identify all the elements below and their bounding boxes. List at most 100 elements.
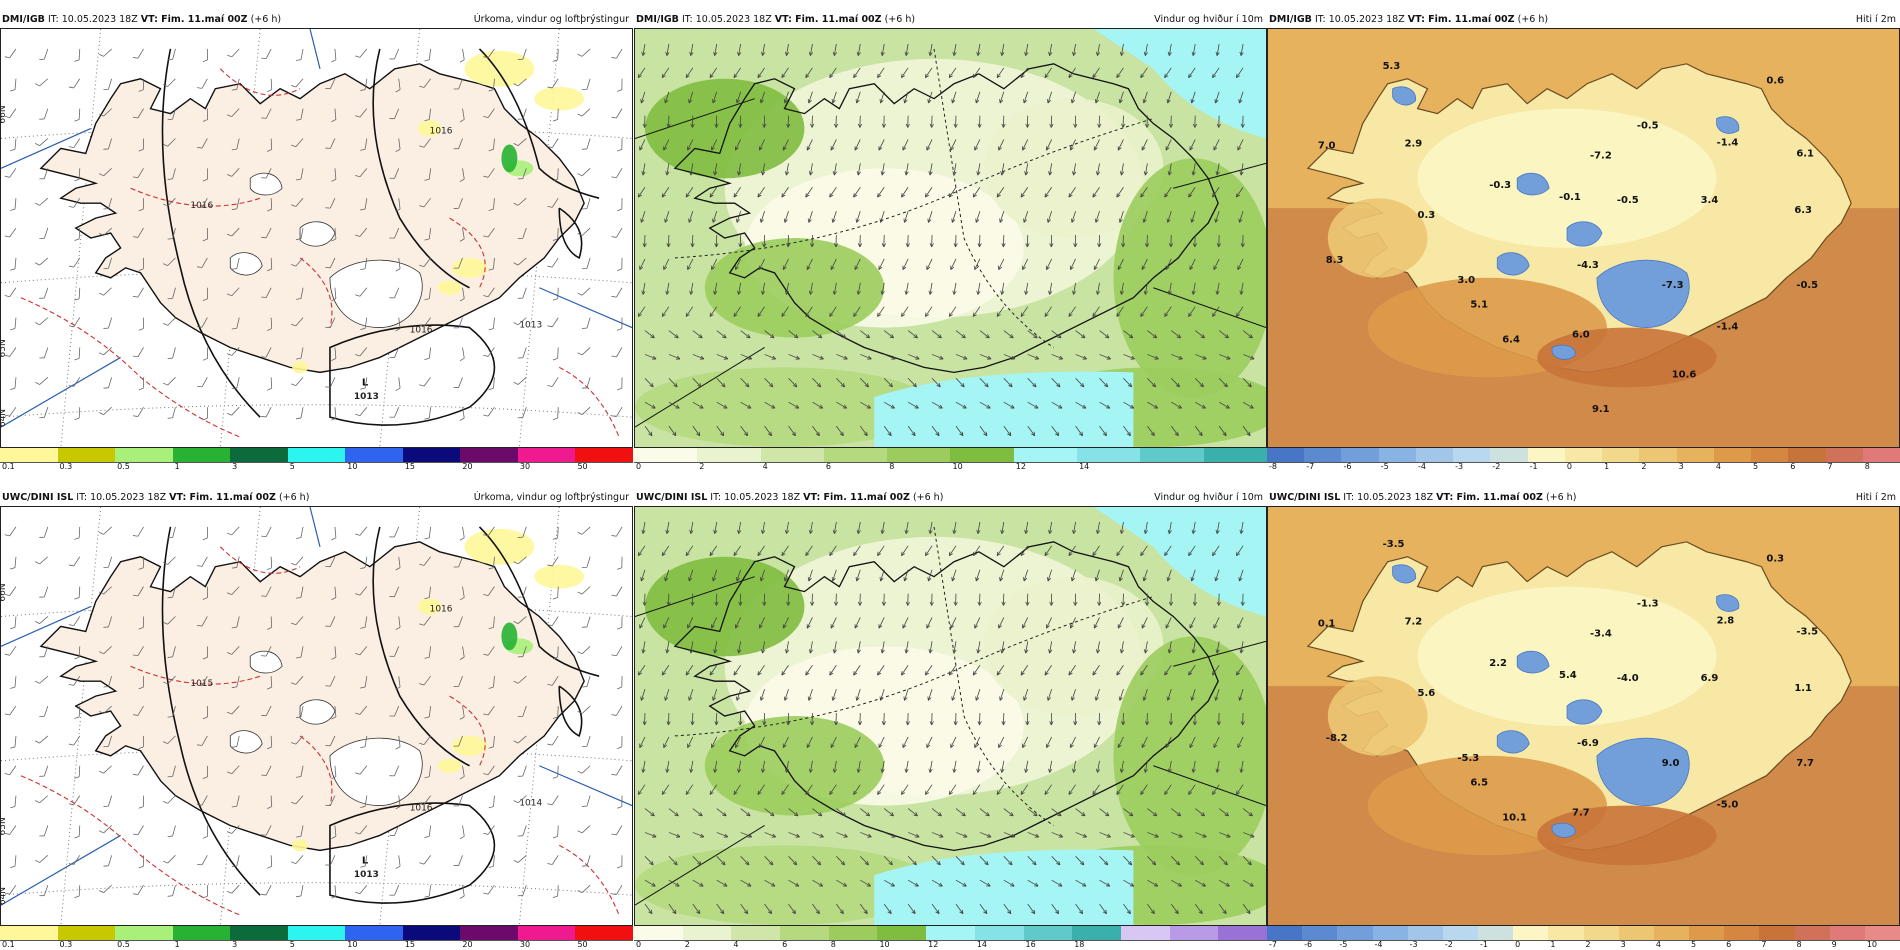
colorbar-ticks: 0 2 4 6 8 10 12 14 xyxy=(634,462,1267,472)
region-boundaries xyxy=(674,526,1154,826)
colorbar-swatch xyxy=(0,448,58,462)
colorbar-ticks: 0.1 0.3 0.5 1 3 5 10 15 20 30 50 xyxy=(0,940,633,950)
colorbar-swatch xyxy=(1378,448,1416,462)
panel-header: UWC/DINI ISL IT: 10.05.2023 18Z VT: Fim.… xyxy=(0,491,633,505)
colorbar-tick-label: 8 xyxy=(830,940,836,949)
colorbar-swatches xyxy=(0,448,634,463)
colorbar-swatch xyxy=(1372,926,1408,940)
gust-region xyxy=(1093,507,1266,617)
colorbar-tick-label: 4 xyxy=(1715,462,1721,471)
panel-uwc-wind: UWC/DINI ISL IT: 10.05.2023 18Z VT: Fim.… xyxy=(634,491,1267,949)
colorbar-swatch xyxy=(1527,448,1565,462)
colorbar-tick-label: 4 xyxy=(762,462,768,471)
latitude-label: 64N xyxy=(1,409,8,427)
latitude-label: 65N xyxy=(1,339,8,357)
colorbar-tick-label: -1 xyxy=(1529,462,1538,471)
colorbar-tick-label: 0.3 xyxy=(59,940,73,949)
temperature-value: 5.3 xyxy=(1383,61,1401,72)
iceland-landmass xyxy=(39,541,585,852)
colorbar-swatch xyxy=(1759,926,1795,940)
cold-region xyxy=(1496,730,1530,754)
map-wind xyxy=(634,506,1267,926)
map-temp: 5.3 7.0 2.9 0.6 -0.5 -1.4 6.1 -7.2 -0.3 -0.1 -0.5 3… xyxy=(1267,28,1900,448)
colorbar-swatch xyxy=(1337,926,1373,940)
map-temp: -3.5 0.1 7.2 0.3 -1.3 2.8 -3.5 -3.4 2.2 5.4 -4.0 6.… xyxy=(1267,506,1900,926)
colorbar-tick-label: -6 xyxy=(1343,462,1352,471)
colorbar-tick-label: 8 xyxy=(889,462,895,471)
isobars xyxy=(161,48,600,426)
model-name: DMI/IGB xyxy=(2,14,45,25)
colorbar-swatch xyxy=(1490,448,1528,462)
colorbar-tick-label: 10 xyxy=(1866,940,1878,949)
cold-region xyxy=(1496,252,1530,276)
colorbar-swatch xyxy=(887,448,951,462)
panel-header-info: DMI/IGB IT: 10.05.2023 18Z VT: Fim. 11.m… xyxy=(2,14,282,25)
colorbar-swatch xyxy=(634,926,683,940)
colorbar-swatch xyxy=(1862,448,1900,462)
valid-time: VT: Fim. 11.maí 00Z xyxy=(1407,14,1515,25)
latitude-label: 65N xyxy=(1,817,8,835)
temperature-value: 7.7 xyxy=(1796,758,1814,769)
colorbar-tick-label: 7 xyxy=(1827,462,1833,471)
colorbar-swatches xyxy=(634,926,1267,941)
temperature-field xyxy=(1327,108,1717,388)
colorbar-tick-label: 6 xyxy=(1790,462,1796,471)
map-canvas: -3.5 0.1 7.2 0.3 -1.3 2.8 -3.5 -3.4 2.2 5.4 -4.0 6.… xyxy=(1268,507,1899,925)
colorbar-tick-label: -3 xyxy=(1409,940,1418,949)
temperature-value: -3.4 xyxy=(1590,628,1612,639)
colorbar-swatch xyxy=(517,448,576,462)
colorbar-tick-label: -2 xyxy=(1444,940,1453,949)
colorbar-swatch xyxy=(1602,448,1640,462)
colorbar-tick-label: 10 xyxy=(879,940,890,949)
temperature-value: 1.1 xyxy=(1794,683,1812,694)
temperature-value: -1.3 xyxy=(1637,599,1659,610)
temperature-value: -7.2 xyxy=(1590,150,1612,161)
freezing-level-lines xyxy=(20,68,620,438)
colorbar-swatch xyxy=(1442,926,1479,940)
colorbar-swatch xyxy=(1751,448,1789,462)
colorbar-swatch xyxy=(1689,926,1725,940)
glacier-outline xyxy=(249,650,283,674)
temperature-value: 9.1 xyxy=(1592,404,1610,415)
isobars xyxy=(161,526,600,904)
colorbar-swatch xyxy=(57,926,116,940)
cold-region xyxy=(1596,737,1690,806)
colorbar: 0 2 4 6 8 10 12 14 xyxy=(634,448,1267,472)
temperature-value: 0.3 xyxy=(1418,210,1436,221)
temperature-value: 0.3 xyxy=(1766,554,1784,565)
colorbar-tick-label: 10 xyxy=(347,462,358,471)
iceland-coastline xyxy=(673,63,1219,374)
temperature-value: 6.0 xyxy=(1572,330,1590,341)
cold-region xyxy=(1716,116,1740,134)
temperature-value: -1.4 xyxy=(1717,137,1739,148)
colorbar-swatch xyxy=(1302,926,1338,940)
colorbar-tick-label: -7 xyxy=(1306,462,1315,471)
colorbar-tick-label: 5 xyxy=(289,462,295,471)
colorbar-swatch xyxy=(1564,448,1603,462)
colorbar-swatch xyxy=(287,448,346,462)
temperature-value: 6.3 xyxy=(1794,205,1812,216)
colorbar: 0.1 0.3 0.5 1 3 5 10 15 20 30 50 xyxy=(0,448,634,471)
isobar-label: 1015 xyxy=(190,679,213,689)
colorbar-swatch xyxy=(828,926,878,940)
temperature-value: -5.0 xyxy=(1717,800,1739,811)
colorbar-tick-label: 5 xyxy=(1691,940,1697,949)
temperature-value: -6.9 xyxy=(1577,738,1599,749)
temperature-value: -5.3 xyxy=(1457,753,1479,764)
colorbar-tick-label: 3 xyxy=(1678,462,1684,471)
valid-time: VT: Fim. 11.maí 00Z xyxy=(140,14,248,25)
colorbar-tick-label: 6 xyxy=(782,940,788,949)
colorbar-swatch xyxy=(1023,926,1073,940)
glacier-outline xyxy=(249,172,283,196)
colorbar-tick-label: 18 xyxy=(1074,940,1085,949)
colorbar-tick-label: 30 xyxy=(519,462,531,471)
isobar-label: 1016 xyxy=(430,127,453,137)
colorbar-swatches xyxy=(0,926,634,941)
map-precip: 1016 1016 1016 1013 L 1013 66N 65N 64N xyxy=(0,28,633,448)
glacier-outline xyxy=(299,221,336,247)
colorbar-swatch xyxy=(1453,448,1491,462)
map-canvas xyxy=(635,29,1266,447)
colorbar-tick-label: 12 xyxy=(928,940,939,949)
panel-title: Hiti í 2m xyxy=(1855,14,1896,25)
colorbar-tick-label: 16 xyxy=(1025,940,1036,949)
